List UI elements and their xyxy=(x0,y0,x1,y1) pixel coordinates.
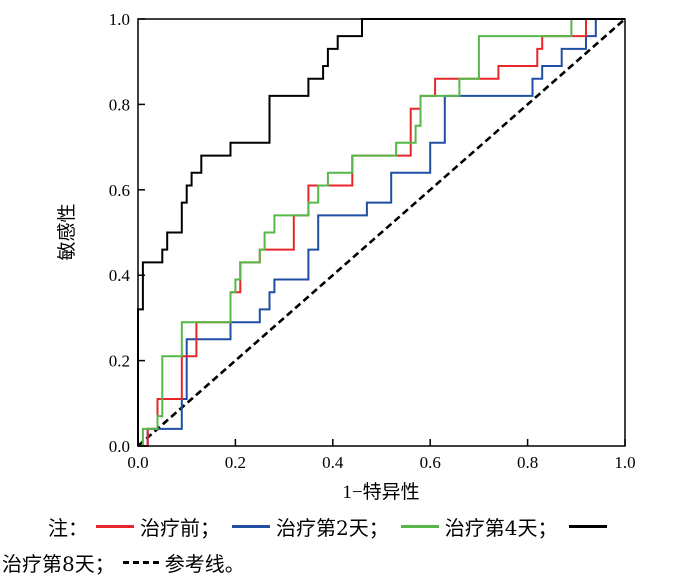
legend-label-day2: 治疗第2天； xyxy=(276,516,389,540)
y-tick-label: 0.2 xyxy=(109,352,130,371)
legend-label-pre: 治疗前； xyxy=(140,516,220,540)
x-tick-label: 1.0 xyxy=(614,453,635,472)
series-line-1 xyxy=(138,18,625,447)
legend-swatch-pre xyxy=(96,525,134,528)
legend-label-day8: 治疗第8天； xyxy=(2,552,115,576)
legend-row-1: 注： 治疗前； 治疗第2天； 治疗第4天； xyxy=(48,512,613,541)
series-line-2 xyxy=(138,18,625,447)
y-tick-label: 1.0 xyxy=(109,10,130,29)
series-layer xyxy=(137,18,626,447)
roc-chart: 0.0 0.2 0.4 0.6 0.8 1.0 0.0 0.2 0.4 0.6 0.8 1.0 1−特… xyxy=(56,10,636,503)
x-tick-label: 0.8 xyxy=(517,453,538,472)
y-tick-label: 0.0 xyxy=(109,437,130,456)
legend-swatch-day8 xyxy=(569,525,608,528)
y-axis-title: 敏感性 xyxy=(56,203,78,260)
legend-row-2: 治疗第8天； 参考线。 xyxy=(2,548,245,577)
x-tick-label: 0.6 xyxy=(420,453,441,472)
series-line-0 xyxy=(138,18,625,447)
legend-swatch-day4 xyxy=(400,525,439,528)
legend-label-reference: 参考线。 xyxy=(164,552,245,576)
y-tick-label: 0.6 xyxy=(109,181,130,200)
series-line-3 xyxy=(137,18,625,446)
legend-swatch-day2 xyxy=(232,525,270,528)
legend-label-day4: 治疗第4天； xyxy=(444,516,558,540)
plot-frame xyxy=(137,18,626,447)
x-tick-label: 0.2 xyxy=(225,453,246,472)
series-line-4 xyxy=(137,18,626,447)
legend-prefix: 注： xyxy=(48,516,88,540)
ticks-layer: 0.0 0.2 0.4 0.6 0.8 1.0 0.0 0.2 0.4 0.6 0.8 1.0 xyxy=(109,10,636,472)
legend-swatch-reference xyxy=(122,561,159,564)
y-tick-label: 0.4 xyxy=(109,266,131,285)
x-tick-label: 0.4 xyxy=(322,453,344,472)
x-axis-title: 1−特异性 xyxy=(342,481,419,503)
x-tick-label: 0.0 xyxy=(127,453,148,472)
y-tick-label: 0.8 xyxy=(109,95,130,114)
